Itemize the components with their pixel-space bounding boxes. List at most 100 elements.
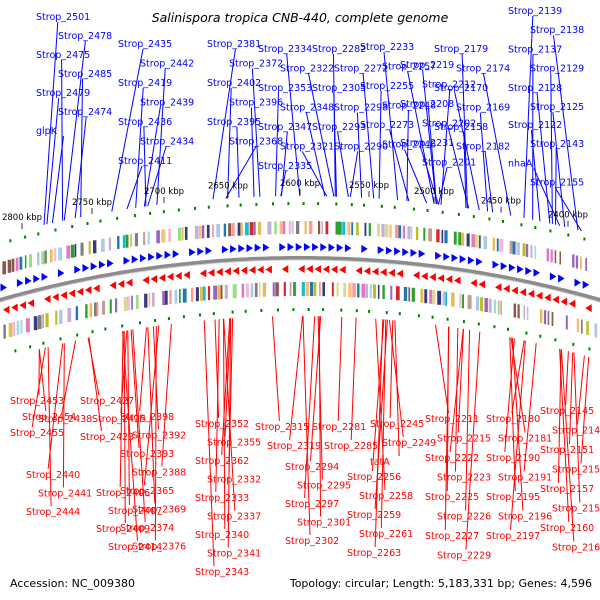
reverse-gene-arrow <box>19 301 26 310</box>
reverse-feature-stripe <box>165 290 168 305</box>
forward-connector-line <box>280 170 287 197</box>
reverse-gene-label: Strop_2406 <box>96 488 150 499</box>
forward-connector-line <box>362 73 375 199</box>
forward-gene-label: Strop_2231 <box>400 138 454 149</box>
reverse-gc-tick <box>138 321 141 325</box>
reverse-gene-arrow <box>150 275 158 283</box>
reverse-gc-tick <box>322 308 325 312</box>
reverse-gene-label: tatA <box>370 457 390 468</box>
forward-feature-stripe <box>288 221 292 235</box>
forward-gene-label: Strop_2442 <box>140 59 194 70</box>
forward-gene-label: Strop_2273 <box>360 120 414 131</box>
reverse-gene-arrow <box>339 265 346 274</box>
reverse-gene-arrow <box>396 269 404 278</box>
forward-gene-label: Strop_2125 <box>530 102 584 113</box>
reverse-gc-tick <box>231 310 234 314</box>
forward-gene-label: Strop_2233 <box>360 42 414 53</box>
reverse-gene-arrow <box>445 275 453 284</box>
reverse-connector-line <box>139 327 147 412</box>
reverse-feature-stripe <box>565 315 568 330</box>
forward-gene-label: Strop_2475 <box>36 50 90 61</box>
reverse-feature-stripe <box>586 321 589 336</box>
forward-gene-label: Strop_2353 <box>258 83 312 94</box>
reverse-gene-label: Strop_2388 <box>132 468 186 479</box>
forward-gene-label: Strop_2143 <box>530 139 584 150</box>
reverse-feature-stripe <box>411 287 415 302</box>
forward-gene-label: Strop_2202 <box>422 119 476 130</box>
reverse-feature-stripe <box>352 283 356 298</box>
reverse-feature-stripe <box>109 299 112 314</box>
reverse-gc-tick <box>199 313 201 317</box>
forward-connector-line <box>143 126 147 207</box>
forward-connector-line <box>555 149 557 225</box>
forward-gc-tick <box>54 228 57 232</box>
reverse-connector-line <box>215 319 220 493</box>
reverse-gene-arrow <box>437 274 445 283</box>
reverse-gc-tick <box>260 309 263 312</box>
scale-tick-label: 2750 kbp <box>72 198 112 208</box>
reverse-feature-stripe <box>289 282 292 297</box>
forward-gc-tick <box>239 203 242 207</box>
reverse-gene-arrow <box>175 271 182 280</box>
forward-gene-label: Strop_2402 <box>207 78 261 89</box>
forward-connector-line <box>389 129 410 202</box>
forward-gene-label: Strop_2219 <box>400 60 454 71</box>
reverse-connector-line <box>130 329 140 449</box>
reverse-gene-label: Strop_2365 <box>120 486 174 497</box>
reverse-gene-arrow <box>142 276 149 285</box>
reverse-gene-arrow <box>76 287 84 296</box>
forward-gene-label: Strop_2411 <box>118 156 172 167</box>
forward-connector-line <box>61 59 64 221</box>
reverse-gene-arrow <box>93 284 100 293</box>
reverse-feature-stripe <box>576 318 580 333</box>
forward-connector-line <box>479 112 489 212</box>
forward-gc-tick <box>177 208 180 212</box>
forward-gene-arrow <box>221 245 229 254</box>
reverse-gene-label: Strop_2409 <box>96 524 150 535</box>
reverse-gene-label: Strop_2159 <box>552 504 600 515</box>
reverse-gene-arrow <box>199 269 207 278</box>
reverse-connector-line <box>560 349 575 542</box>
reverse-gene-label: Strop_2285 <box>324 441 378 452</box>
reverse-gene-label: Strop_2180 <box>486 414 540 425</box>
reverse-gene-arrow <box>413 271 420 280</box>
forward-feature-stripe <box>168 228 171 242</box>
reverse-gc-tick <box>292 308 295 312</box>
forward-connector-line <box>461 53 468 209</box>
reverse-gene-arrow <box>224 267 231 276</box>
forward-gene-arrow <box>410 248 417 257</box>
reverse-feature-stripe <box>191 287 194 302</box>
reverse-gene-label: Strop_2196 <box>498 512 552 523</box>
reverse-connector-line <box>569 352 574 445</box>
reverse-feature-stripe <box>497 300 500 315</box>
reverse-connector-line <box>559 348 570 523</box>
forward-gene-label: Strop_2435 <box>118 39 172 50</box>
forward-feature-stripe <box>93 240 97 254</box>
forward-gene-arrow <box>74 265 81 274</box>
forward-feature-stripe <box>296 221 300 234</box>
reverse-gene-arrow <box>322 265 330 274</box>
forward-feature-stripe <box>199 225 202 239</box>
forward-feature-stripe <box>351 222 354 236</box>
reverse-gene-arrow <box>281 265 289 274</box>
forward-connector-line <box>349 151 359 198</box>
reverse-gene-arrow <box>240 266 248 275</box>
reverse-feature-stripe <box>217 285 222 300</box>
reverse-gene-arrow <box>363 267 371 276</box>
reverse-gc-tick <box>572 342 575 346</box>
reverse-gene-label: Strop_2362 <box>195 456 249 467</box>
forward-gc-tick <box>226 204 229 208</box>
reverse-gc-tick <box>539 334 542 338</box>
forward-gc-tick <box>393 205 396 209</box>
forward-gene-arrow <box>467 256 475 265</box>
reverse-gc-tick <box>104 327 107 331</box>
forward-feature-stripe <box>335 221 339 235</box>
reverse-feature-stripe <box>224 284 228 299</box>
reverse-feature-stripe <box>272 282 275 297</box>
reverse-feature-stripe <box>348 283 352 298</box>
forward-feature-stripe <box>453 231 457 245</box>
forward-gc-tick <box>412 207 415 211</box>
reverse-feature-stripe <box>581 319 583 334</box>
reverse-gene-arrow <box>158 273 166 282</box>
reverse-gc-tick <box>431 315 434 319</box>
